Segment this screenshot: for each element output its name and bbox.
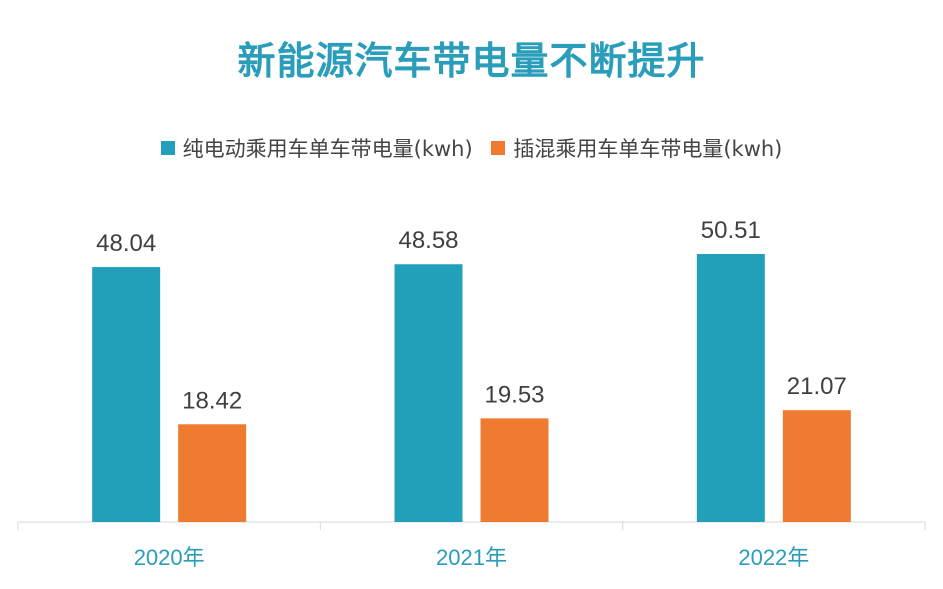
- x-tick-label-0: 2020年: [134, 545, 205, 570]
- x-tick-label-2: 2022年: [738, 545, 809, 570]
- data-label-phev-0: 18.42: [182, 387, 242, 414]
- data-label-bev-0: 48.04: [96, 230, 156, 257]
- x-tick-label-1: 2021年: [436, 545, 507, 570]
- bar-bev-0: [92, 267, 161, 522]
- data-label-bev-2: 50.51: [701, 217, 761, 244]
- bar-phev-2: [782, 410, 851, 522]
- data-label-phev-2: 21.07: [787, 373, 847, 400]
- legend: 纯电动乘用车单车带电量(kwh) 插混乘用车单车带电量(kwh): [0, 133, 943, 163]
- bar-bev-1: [394, 264, 463, 522]
- data-label-bev-1: 48.58: [398, 227, 458, 254]
- legend-swatch-bev: [160, 141, 175, 155]
- data-label-phev-1: 19.53: [484, 381, 544, 408]
- bar-phev-1: [480, 418, 549, 522]
- legend-item-bev: 纯电动乘用车单车带电量(kwh): [160, 133, 473, 163]
- legend-label-bev: 纯电动乘用车单车带电量(kwh): [182, 137, 473, 161]
- bar-bev-2: [696, 254, 765, 522]
- legend-item-phev: 插混乘用车单车带电量(kwh): [491, 133, 782, 163]
- bar-phev-0: [178, 424, 247, 522]
- legend-swatch-phev: [491, 141, 506, 155]
- legend-label-phev: 插混乘用车单车带电量(kwh): [513, 137, 783, 161]
- chart-title: 新能源汽车带电量不断提升: [237, 39, 706, 83]
